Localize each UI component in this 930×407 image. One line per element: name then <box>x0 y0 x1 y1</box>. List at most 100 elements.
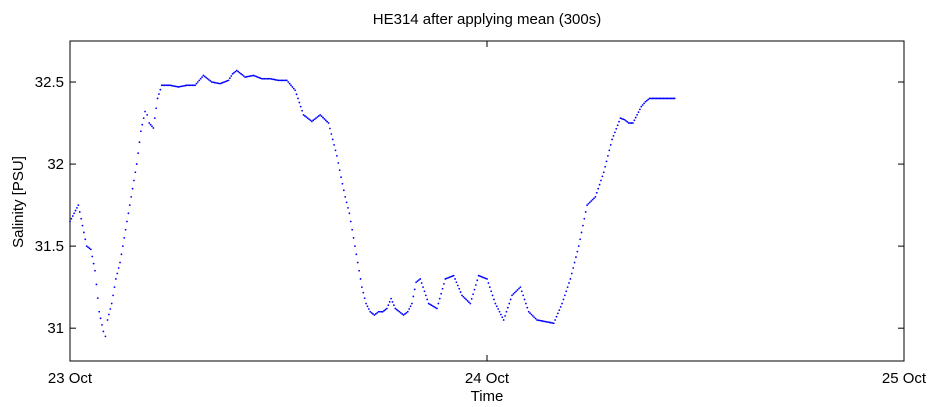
data-point <box>358 269 361 272</box>
data-point <box>513 291 516 294</box>
plot-frame <box>69 40 905 362</box>
data-point <box>101 324 103 326</box>
data-point <box>394 307 397 310</box>
data-point <box>509 298 512 301</box>
data-point <box>616 124 619 127</box>
data-point <box>402 314 405 316</box>
data-point <box>258 76 260 79</box>
data-point <box>600 179 602 182</box>
data-point <box>572 267 575 269</box>
data-point <box>133 179 135 182</box>
data-point <box>436 307 438 310</box>
data-point <box>608 149 611 152</box>
data-point <box>287 81 290 83</box>
data-point <box>306 117 309 120</box>
data-point <box>538 319 541 322</box>
data-point <box>362 291 365 294</box>
data-point <box>502 319 505 321</box>
data-point <box>170 84 173 87</box>
data-point <box>316 116 319 118</box>
data-point <box>480 275 483 278</box>
data-point <box>595 191 598 194</box>
data-point <box>299 105 302 108</box>
data-point <box>582 224 584 227</box>
data-point <box>91 255 94 258</box>
data-point <box>89 248 92 251</box>
data-point <box>109 308 112 310</box>
data-point <box>165 84 167 87</box>
data-point <box>226 80 228 82</box>
y-tick-label: 31.5 <box>35 238 64 255</box>
data-point <box>252 74 255 77</box>
data-point <box>190 84 192 87</box>
data-point <box>490 290 493 293</box>
data-point <box>659 97 662 100</box>
data-point <box>71 215 74 217</box>
data-point <box>434 306 437 309</box>
data-point <box>636 113 639 116</box>
data-point <box>641 104 644 106</box>
data-point <box>283 79 285 82</box>
data-point <box>647 98 650 101</box>
data-point <box>384 308 387 311</box>
data-point <box>120 253 123 256</box>
data-point <box>228 77 231 80</box>
data-point <box>568 282 570 284</box>
data-point <box>274 78 277 81</box>
data-point <box>518 287 520 290</box>
data-point <box>444 278 447 280</box>
data-point <box>142 117 145 120</box>
data-point <box>167 84 170 87</box>
data-point <box>576 250 579 253</box>
data-point <box>417 279 420 281</box>
data-point <box>390 297 392 300</box>
data-point <box>117 267 120 269</box>
data-point <box>230 75 233 77</box>
data-point <box>398 310 401 313</box>
data-point <box>525 302 527 305</box>
data-point <box>648 97 651 100</box>
data-point <box>623 118 626 121</box>
data-point <box>666 97 669 100</box>
data-point <box>297 97 299 100</box>
data-point <box>80 217 83 220</box>
y-tick-label: 32.5 <box>35 74 64 91</box>
data-point <box>329 127 331 130</box>
data-point <box>198 79 201 82</box>
data-point <box>495 305 498 308</box>
data-point <box>366 305 369 308</box>
data-point <box>429 303 431 306</box>
data-point <box>126 220 128 223</box>
data-point <box>215 81 217 84</box>
data-point <box>430 304 433 307</box>
data-point <box>497 308 500 310</box>
data-point <box>548 321 551 324</box>
data-point <box>380 310 383 313</box>
data-point <box>533 316 536 319</box>
data-point <box>213 81 216 84</box>
data-point <box>498 310 501 313</box>
data-point <box>381 310 384 313</box>
data-point <box>292 87 295 90</box>
data-point <box>583 217 586 220</box>
data-point <box>130 196 133 198</box>
data-point <box>70 217 73 220</box>
data-point <box>420 282 423 284</box>
data-point <box>586 204 588 207</box>
data-point <box>372 313 374 315</box>
data-point <box>121 245 124 248</box>
data-point <box>315 117 317 120</box>
data-point <box>124 228 127 231</box>
data-point <box>223 81 226 83</box>
data-point <box>159 88 162 91</box>
data-point <box>171 84 174 87</box>
data-point <box>657 97 659 100</box>
data-point <box>487 282 490 284</box>
data-point <box>265 77 267 80</box>
data-point <box>87 246 89 249</box>
data-point <box>148 122 151 124</box>
data-point <box>77 204 80 207</box>
data-point <box>529 312 531 315</box>
data-point <box>88 247 91 250</box>
